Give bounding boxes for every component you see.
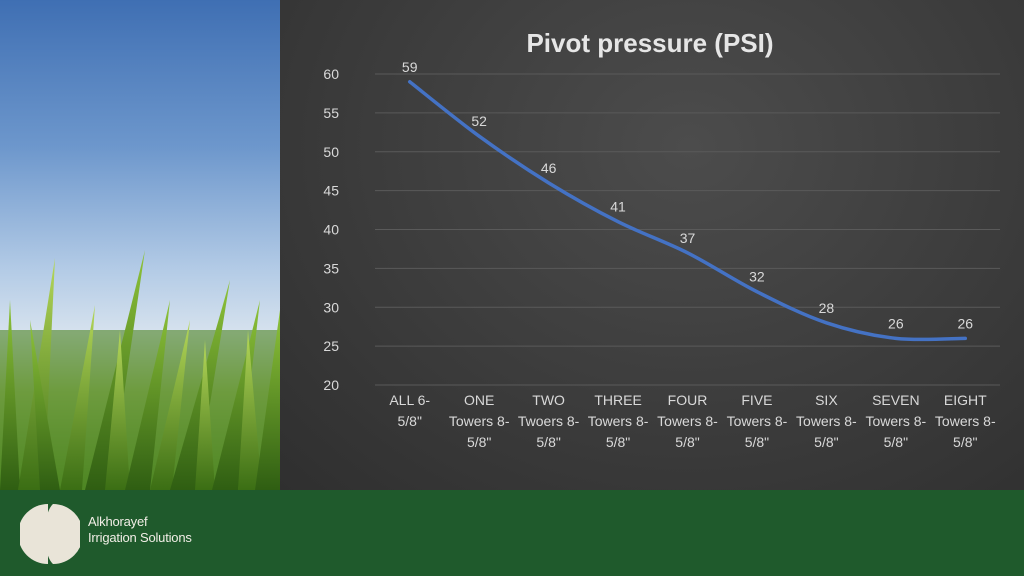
x-tick-label: FOUR Towers 8-5/8" (657, 392, 718, 450)
company-logo-icon (20, 504, 80, 564)
x-tick-label: ONE Towers 8-5/8" (449, 392, 510, 450)
x-tick-label: THREE Towers 8-5/8" (588, 392, 649, 450)
grass-illustration (0, 250, 280, 490)
y-tick-label: 55 (323, 105, 339, 121)
y-tick-label: 35 (323, 260, 339, 276)
x-tick-label: ALL 6-5/8" (389, 392, 430, 429)
y-tick-label: 30 (323, 299, 339, 315)
data-label: 37 (680, 230, 696, 246)
company-name-line2: Irrigation Solutions (88, 530, 192, 545)
x-tick-label: SIX Towers 8-5/8" (796, 392, 857, 450)
y-tick-label: 50 (323, 144, 339, 160)
y-tick-label: 60 (323, 66, 339, 82)
data-label: 52 (471, 113, 487, 129)
series-line (407, 80, 968, 342)
y-tick-label: 25 (323, 338, 339, 354)
chart-title: Pivot pressure (PSI) (526, 28, 773, 58)
data-label: 32 (749, 269, 765, 285)
x-tick-label: FIVE Towers 8-5/8" (727, 392, 788, 450)
grass-sky-photo (0, 0, 280, 490)
x-axis-tick-labels: ALL 6-5/8" ONE Towers 8-5/8"TWO Twoers 8-5/… (389, 392, 996, 450)
footer-bar: Alkhorayef Irrigation Solutions (0, 490, 1024, 576)
x-tick-label: EIGHT Towers 8-5/8" (935, 392, 996, 450)
x-tick-label: TWO Twoers 8-5/8" (518, 392, 580, 450)
line-chart: Pivot pressure (PSI) 202530354045505560 … (323, 28, 1000, 450)
x-tick-label: SEVEN Towers 8-5/8" (865, 392, 926, 450)
data-label: 46 (541, 160, 557, 176)
data-label: 28 (819, 300, 835, 316)
company-name-line1: Alkhorayef (88, 514, 148, 529)
y-tick-label: 20 (323, 377, 339, 393)
grid-lines (375, 73, 1000, 386)
data-label: 59 (402, 59, 418, 75)
data-label: 41 (610, 199, 626, 215)
y-axis-tick-labels: 20 25 30 35 40 45 50 55 60 (323, 66, 339, 393)
y-tick-label: 40 (323, 222, 339, 238)
company-name: Alkhorayef Irrigation Solutions (88, 514, 192, 546)
data-label: 26 (888, 315, 904, 331)
chart-panel: Pivot pressure (PSI) 20 25 30 35 40 45 50 55 60 … (280, 0, 1024, 490)
data-label: 26 (957, 315, 973, 331)
y-tick-label: 45 (323, 183, 339, 199)
data-labels: 59 52 46 41 37 32 28 26 26 (402, 59, 973, 332)
